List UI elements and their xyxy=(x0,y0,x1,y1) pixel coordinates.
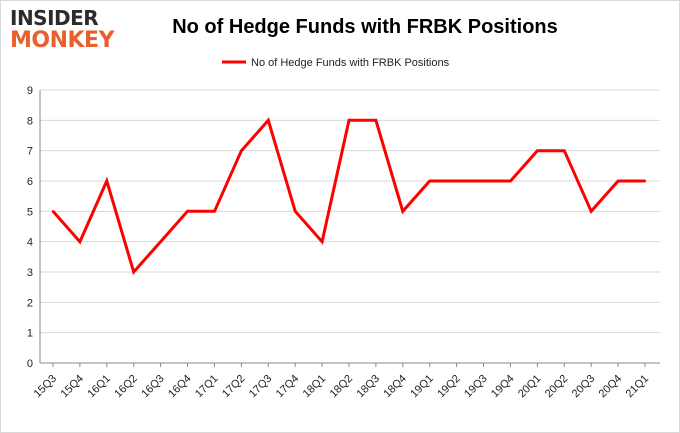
x-tick-label: 18Q3 xyxy=(355,373,383,401)
data-point xyxy=(240,149,243,152)
x-tick-label: 15Q4 xyxy=(59,373,87,401)
data-point xyxy=(105,179,109,183)
y-tick-label: 6 xyxy=(27,176,33,188)
data-point xyxy=(589,210,593,213)
x-tick-label: 18Q2 xyxy=(328,373,356,401)
x-tick-label: 16Q2 xyxy=(112,373,140,401)
x-tick-label: 19Q3 xyxy=(462,373,490,401)
data-point xyxy=(78,240,82,243)
series-line xyxy=(51,117,645,276)
data-point xyxy=(320,240,324,243)
x-tick-label: 19Q1 xyxy=(408,373,436,401)
gridlines xyxy=(40,89,660,334)
x-tick-label: 18Q4 xyxy=(381,373,409,401)
data-point xyxy=(374,119,378,122)
y-tick-label: 4 xyxy=(27,237,33,249)
x-tick-label: 16Q3 xyxy=(139,373,167,401)
y-tick-label: 5 xyxy=(27,206,33,218)
data-point xyxy=(482,179,485,183)
chart-title: No of Hedge Funds with FRBK Positions xyxy=(172,16,558,38)
data-point xyxy=(267,119,270,122)
x-tick-labels: 15Q3 15Q4 16Q1 16Q2 16Q3 16Q4 17Q1 17Q2 17Q3 17Q4… xyxy=(32,373,652,401)
x-tick-label: 16Q1 xyxy=(85,373,113,401)
x-tick-label: 19Q2 xyxy=(435,373,463,401)
data-point xyxy=(536,149,539,152)
y-tick-label: 2 xyxy=(27,297,33,309)
y-tick-label: 0 xyxy=(27,358,33,370)
data-point xyxy=(213,210,216,213)
data-point xyxy=(455,179,458,183)
insider-monkey-logo: INSIDER MONKEY xyxy=(10,6,115,53)
series-group xyxy=(51,117,647,276)
x-tick-label: 17Q1 xyxy=(193,373,221,401)
data-point xyxy=(428,179,431,183)
x-tick-label: 20Q1 xyxy=(516,373,544,401)
data-point xyxy=(616,179,620,183)
data-point xyxy=(293,210,297,213)
y-tick-label: 1 xyxy=(27,328,33,340)
legend-label: No of Hedge Funds with FRBK Positions xyxy=(251,57,450,69)
y-tick-label: 8 xyxy=(27,115,33,127)
logo-line-2: MONKEY xyxy=(10,28,115,53)
data-point xyxy=(643,179,647,183)
x-tick-label: 15Q3 xyxy=(32,373,60,401)
data-point xyxy=(347,119,351,122)
x-tick-label: 20Q3 xyxy=(570,373,598,401)
x-tick-label: 20Q4 xyxy=(597,373,625,401)
data-point xyxy=(563,149,566,152)
data-point xyxy=(51,210,55,213)
y-tick-label: 9 xyxy=(27,85,33,97)
data-point xyxy=(159,240,162,243)
data-point xyxy=(401,210,405,213)
x-tick-label: 18Q1 xyxy=(301,373,329,401)
logo-line-1: INSIDER xyxy=(10,6,99,30)
data-point xyxy=(132,270,135,274)
x-tick-label: 16Q4 xyxy=(166,373,194,401)
x-tick-label: 17Q2 xyxy=(220,373,248,401)
x-tick-label: 17Q4 xyxy=(274,373,302,401)
x-tick-label: 20Q2 xyxy=(543,373,571,401)
axes xyxy=(39,90,660,367)
data-point xyxy=(186,210,189,213)
y-tick-label: 7 xyxy=(27,146,33,158)
data-point xyxy=(509,179,512,183)
x-tick-label: 17Q3 xyxy=(247,373,275,401)
x-tick-label: 21Q1 xyxy=(624,373,652,401)
y-tick-label: 3 xyxy=(27,267,33,279)
x-tick-label: 19Q4 xyxy=(489,373,517,401)
y-tick-labels: 0 1 2 3 4 5 6 7 8 9 xyxy=(27,85,33,370)
legend: No of Hedge Funds with FRBK Positions xyxy=(222,57,450,69)
